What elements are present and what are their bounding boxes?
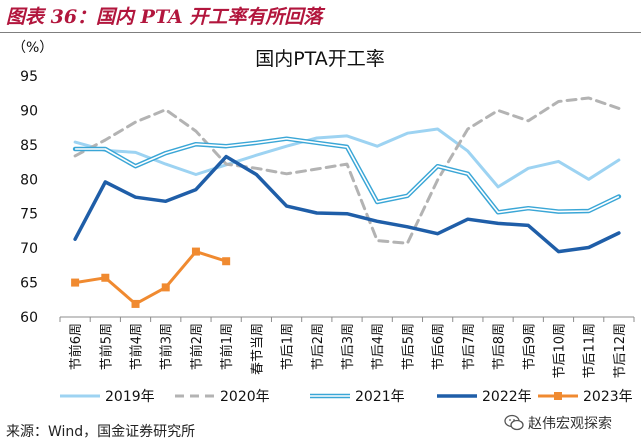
- data-point: [71, 278, 80, 287]
- series-1: [73, 96, 621, 245]
- data-point: [101, 273, 110, 282]
- x-tick-label: 节前4周: [129, 323, 145, 370]
- legend: 2019年 2020年 2021年 2022年 2023年: [60, 389, 633, 405]
- x-axis: 节前6周 节前5周 节前4周 节前3周 节前2周 节前1周 春节当周 节后1周 节后2周 节后3周…: [59, 316, 635, 379]
- legend-label: 2022年: [482, 389, 532, 405]
- y-tick-label: 85: [20, 138, 38, 154]
- data-point: [161, 283, 170, 292]
- data-point: [191, 247, 200, 256]
- x-tick-label: 节后5周: [401, 323, 416, 370]
- plot-area: [71, 96, 622, 308]
- x-tick-label: 节前1周: [219, 323, 235, 370]
- legend-item: 2021年: [310, 389, 405, 405]
- x-tick-label: 节后9周: [522, 323, 537, 370]
- title-divider: [0, 32, 641, 33]
- legend-item: 2020年: [175, 389, 270, 405]
- x-tick-label: 节前3周: [159, 323, 175, 370]
- x-tick-label: 春节当周: [250, 323, 265, 375]
- figure-title: 图表 36：国内 PTA 开工率有所回落: [6, 6, 323, 28]
- legend-label: 2021年: [355, 389, 405, 405]
- y-axis-unit-label: （%）: [12, 40, 53, 56]
- series-line-inner: [75, 137, 620, 214]
- series-4: [71, 247, 231, 308]
- y-tick-label: 60: [20, 310, 38, 326]
- legend-label: 2019年: [105, 389, 155, 405]
- x-tick-label: 节前6周: [68, 323, 84, 370]
- x-tick-label: 节后11周: [583, 323, 598, 379]
- y-tick-label: 90: [20, 103, 38, 119]
- series-line: [73, 127, 621, 189]
- series-line: [73, 250, 228, 306]
- x-tick-label: 节前2周: [189, 323, 205, 370]
- x-tick-label: 节后12周: [613, 323, 628, 379]
- x-tick-label: 节后7周: [462, 323, 477, 370]
- y-axis: 60 65 70 75 80 85 90 95: [20, 69, 38, 326]
- series-2: [72, 136, 622, 215]
- x-tick-label: 节后2周: [311, 323, 326, 370]
- watermark: 赵伟宏观探索: [500, 412, 616, 434]
- chart-title: 国内PTA开工率: [255, 48, 385, 70]
- legend-item: 2023年: [538, 389, 633, 405]
- data-point: [222, 257, 231, 266]
- source-note: 来源：Wind，国金证券研究所: [6, 424, 196, 440]
- series-0: [73, 127, 621, 189]
- x-tick-label: 节后8周: [492, 323, 507, 370]
- legend-item: 2022年: [437, 389, 532, 405]
- series-line: [73, 154, 621, 254]
- x-tick-label: 节后10周: [552, 323, 567, 379]
- wechat-icon: [504, 414, 524, 431]
- x-tick-label: 节后4周: [371, 323, 386, 370]
- y-tick-label: 80: [20, 172, 38, 188]
- x-tick-label: 节后6周: [432, 323, 447, 370]
- legend-item: 2019年: [60, 389, 155, 405]
- x-tick-label: 节后3周: [341, 323, 356, 370]
- legend-marker: [554, 392, 562, 400]
- x-tick-label: 节后1周: [281, 323, 296, 370]
- x-tick-label: 节前5周: [98, 323, 114, 370]
- legend-label: 2020年: [220, 389, 270, 405]
- y-tick-label: 95: [20, 69, 38, 85]
- data-point: [131, 299, 140, 308]
- series-line: [73, 96, 621, 245]
- y-tick-label: 65: [20, 276, 38, 292]
- y-tick-label: 70: [20, 241, 38, 257]
- watermark-text: 赵伟宏观探索: [528, 416, 612, 432]
- series-3: [73, 154, 621, 254]
- y-tick-label: 75: [20, 207, 38, 223]
- legend-label: 2023年: [583, 389, 633, 405]
